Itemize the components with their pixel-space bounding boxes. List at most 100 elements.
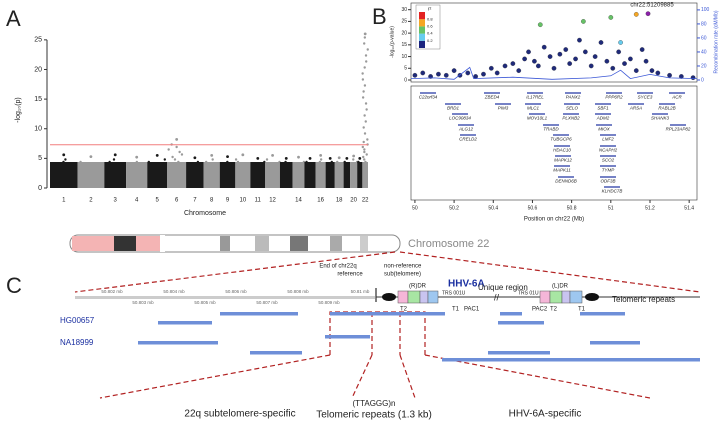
snp-point: [171, 155, 174, 159]
snp-point: [516, 68, 522, 73]
legend-swatch: [419, 12, 425, 20]
y-tick-label: 5: [38, 155, 42, 162]
snp-point: [226, 160, 229, 164]
gene-label: MAPK11: [553, 168, 571, 173]
x-axis-label: Position on chr22 (Mb): [524, 217, 584, 223]
x-tick-label: 12: [269, 198, 276, 204]
snp-point: [362, 90, 365, 93]
peak-snp: [271, 154, 274, 157]
snp-point: [655, 70, 661, 76]
snp-point: [510, 61, 516, 66]
dr-right: [539, 290, 583, 304]
snp-point: [639, 47, 645, 52]
sample-label: NA18999: [60, 338, 94, 347]
y-tick-label: 30: [401, 7, 407, 13]
sample-label: HG00657: [60, 316, 95, 325]
gene-label: ARSA: [629, 106, 642, 111]
gene-label: IL17REL: [526, 95, 544, 100]
ruler: [75, 296, 375, 299]
snp-point: [526, 49, 531, 55]
peak-snp: [284, 156, 288, 160]
rdr-label: (R)DR: [409, 284, 427, 290]
legend-swatch: [419, 33, 425, 41]
ruler-tick-label: 50.805 mb: [194, 300, 216, 305]
peak-snp: [175, 138, 179, 141]
snp-point: [363, 148, 366, 151]
snp-point: [535, 63, 541, 69]
y-tick-label: 0: [404, 77, 407, 83]
plot-frame: [410, 2, 698, 83]
snp-point: [618, 40, 623, 45]
snp-point: [363, 36, 367, 39]
snp-point: [588, 63, 594, 69]
gene-label: PPP6R2: [605, 95, 623, 100]
snp-point: [551, 65, 557, 71]
snp-point: [163, 158, 167, 161]
snp-point: [64, 158, 67, 161]
element-label: PAC1: [464, 307, 480, 313]
snp-cloud: [292, 162, 305, 188]
snp-point: [649, 68, 655, 73]
snp-point: [135, 160, 139, 164]
peak-snp: [358, 156, 362, 160]
gene-label: SHANK3: [651, 116, 670, 121]
x-tick-label: 51.2: [645, 205, 655, 211]
snp-point: [451, 68, 457, 73]
snp-point: [412, 72, 418, 78]
snp-point: [436, 71, 441, 77]
snp-cloud: [250, 162, 266, 188]
recombination-line: [410, 66, 698, 80]
snp-cloud: [77, 162, 105, 188]
x-tick-label: 18: [336, 198, 343, 204]
x-tick-label: 50: [412, 205, 418, 211]
snp-point: [494, 70, 500, 76]
ruler-tick-label: 50.81 mb: [351, 289, 370, 294]
snp-point: [180, 153, 184, 156]
gene-label: ZBED4: [484, 95, 500, 100]
y2-tick-label: 40: [701, 49, 707, 55]
peak-snp: [89, 155, 93, 158]
gene-label: MIOX: [598, 127, 610, 132]
peak-snp: [352, 154, 356, 158]
ldr-label: (L)DR: [552, 284, 569, 290]
ruler-tick-label: 50.808 mb: [287, 289, 309, 294]
gene-label: HDAC10: [553, 148, 571, 153]
virus-label: HHV-6A: [448, 279, 485, 290]
snp-point: [690, 75, 696, 81]
x-tick-label: 4: [135, 198, 139, 204]
snp-point: [362, 42, 366, 45]
snp-point: [362, 155, 365, 159]
gene-label: SELO: [566, 106, 579, 111]
y-tick-label: 10: [34, 126, 42, 133]
snp-point: [204, 160, 208, 164]
snp-point: [581, 19, 586, 24]
nonref-label: sub(telomere): [384, 272, 421, 278]
snp-point: [643, 58, 649, 64]
chromosome-ideogram: [69, 234, 401, 253]
gene-label: SCO2: [602, 158, 615, 163]
element-label: T2: [400, 307, 408, 313]
snp-cloud: [126, 162, 148, 188]
snp-point: [211, 158, 214, 161]
snp-point: [343, 160, 346, 164]
snp-point: [108, 160, 111, 164]
ruler-tick-label: 50.809 mb: [318, 300, 340, 305]
snp-point: [336, 160, 339, 164]
snp-point: [147, 160, 151, 164]
y-tick-label: 0: [38, 185, 42, 192]
y2-tick-label: 60: [701, 35, 707, 41]
x-tick-label: 50.8: [567, 205, 577, 211]
snp-point: [263, 160, 266, 164]
x-axis-label: Chromosome: [184, 210, 226, 217]
gene-label: C22orf34: [419, 95, 438, 100]
snp-cloud: [304, 162, 316, 188]
gene-label: MAPK12: [554, 158, 572, 163]
gene-label: ODF3B: [600, 179, 615, 184]
x-tick-label: 51.4: [684, 205, 694, 211]
break-mark: //: [494, 292, 500, 302]
snp-point: [305, 160, 308, 164]
snp-point: [365, 60, 368, 63]
gene-label: LMF2: [602, 137, 614, 142]
snp-point: [366, 48, 369, 51]
